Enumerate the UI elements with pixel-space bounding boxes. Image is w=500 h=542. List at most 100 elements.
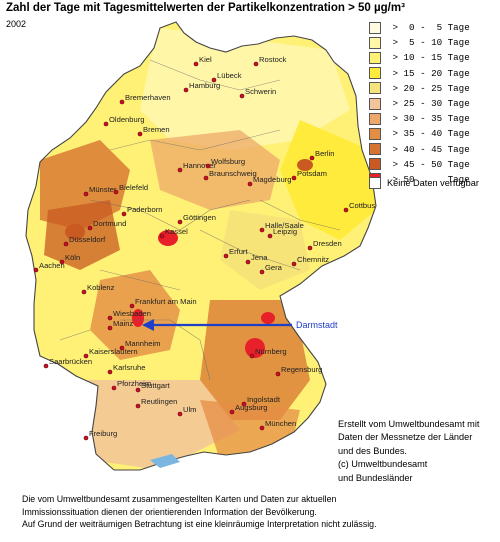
darmstadt-label: Darmstadt bbox=[296, 320, 338, 330]
city-marker bbox=[137, 131, 143, 137]
city-marker bbox=[239, 93, 245, 99]
city-label: Jena bbox=[251, 253, 268, 262]
city-label: Magdeburg bbox=[253, 175, 291, 184]
city-marker bbox=[275, 371, 281, 377]
disclaimer-line: Auf Grund der weiträumigen Betrachtung i… bbox=[22, 519, 377, 530]
legend-label: > 10 - 15 Tage bbox=[387, 52, 470, 64]
zone-south-pale bbox=[80, 380, 240, 470]
city-marker bbox=[63, 241, 69, 247]
no-data-label: Keine Daten verfügbar bbox=[387, 178, 479, 188]
city-marker bbox=[223, 253, 229, 259]
city-marker bbox=[291, 261, 297, 267]
disclaimer-line: Immissionssituation dienen der orientier… bbox=[22, 506, 317, 517]
city-label: Düsseldorf bbox=[69, 235, 106, 244]
credit-text: Erstellt vom Umweltbundesamt mit Daten d… bbox=[338, 418, 479, 485]
city-label: Karlsruhe bbox=[113, 363, 146, 372]
city-marker bbox=[249, 353, 255, 359]
city-marker bbox=[259, 227, 265, 233]
city-marker bbox=[135, 403, 141, 409]
city-label: Regensburg bbox=[281, 365, 322, 374]
legend-label: > 25 - 30 Tage bbox=[387, 98, 470, 110]
legend-label: > 40 - 45 Tage bbox=[387, 143, 470, 155]
city-marker bbox=[159, 233, 165, 239]
city-marker bbox=[259, 425, 265, 431]
city-label: Berlin bbox=[315, 149, 334, 158]
city-marker bbox=[307, 245, 313, 251]
city-label: Schwerin bbox=[245, 87, 276, 96]
city-marker bbox=[309, 155, 315, 161]
map-year: 2002 bbox=[6, 19, 27, 29]
city-marker bbox=[259, 269, 265, 275]
credit-line: und des Bundes. bbox=[338, 445, 407, 456]
city-marker bbox=[59, 259, 65, 265]
city-label: Bremerhaven bbox=[125, 93, 171, 102]
city-label: Wiesbaden bbox=[113, 309, 151, 318]
city-marker bbox=[111, 385, 117, 391]
legend-row: > 40 - 45 Tage bbox=[369, 142, 497, 157]
legend-swatch bbox=[369, 51, 381, 64]
city-marker bbox=[205, 163, 211, 169]
legend-row: > 5 - 10 Tage bbox=[369, 35, 497, 50]
disclaimer-line: Die vom Umweltbundesamt zusammengestellt… bbox=[22, 494, 337, 504]
legend-label: > 50 Tage bbox=[387, 173, 470, 185]
city-label: Koblenz bbox=[87, 283, 115, 292]
legend-no-data: Keine Daten verfügbar bbox=[369, 177, 479, 189]
no-data-swatch bbox=[369, 177, 381, 189]
city-label: Dortmund bbox=[93, 219, 126, 228]
city-label: Freiburg bbox=[89, 429, 117, 438]
legend-row: > 30 - 35 Tage bbox=[369, 111, 497, 126]
city-label: Oldenburg bbox=[109, 115, 144, 124]
city-label: Chemnitz bbox=[297, 255, 329, 264]
city-label: Paderborn bbox=[127, 205, 162, 214]
city-marker bbox=[103, 121, 109, 127]
disclaimer: Die vom Umweltbundesamt zusammengestellt… bbox=[22, 493, 377, 531]
city-marker bbox=[253, 61, 259, 67]
legend-swatch bbox=[369, 67, 381, 80]
city-label: Münster bbox=[89, 185, 117, 194]
city-marker bbox=[245, 259, 251, 265]
legend-label: > 30 - 35 Tage bbox=[387, 113, 470, 125]
city-marker bbox=[43, 363, 49, 369]
legend-row: > 25 - 30 Tage bbox=[369, 96, 497, 111]
city-label: Reutlingen bbox=[141, 397, 177, 406]
legend-swatch bbox=[369, 112, 381, 125]
city-label: Rostock bbox=[259, 55, 287, 64]
city-marker bbox=[129, 303, 135, 309]
city-marker bbox=[107, 369, 113, 375]
city-marker bbox=[203, 175, 209, 181]
legend-label: > 35 - 40 Tage bbox=[387, 128, 470, 140]
legend-row: > 0 - 5 Tage bbox=[369, 20, 497, 35]
city-marker bbox=[229, 409, 235, 415]
hotspot-berlin bbox=[297, 159, 313, 171]
city-marker bbox=[119, 99, 125, 105]
legend-row: > 35 - 40 Tage bbox=[369, 126, 497, 141]
city-label: Augsburg bbox=[235, 403, 268, 412]
credit-line: und Bundesländer bbox=[338, 472, 413, 483]
city-label: Gera bbox=[265, 263, 283, 272]
city-marker bbox=[193, 61, 199, 67]
legend-label: > 15 - 20 Tage bbox=[387, 67, 470, 79]
zone-center-orange bbox=[150, 130, 280, 210]
legend-row: > 45 - 50 Tage bbox=[369, 157, 497, 172]
city-marker bbox=[121, 211, 127, 217]
city-label: Aachen bbox=[39, 261, 65, 270]
legend-label: > 20 - 25 Tage bbox=[387, 82, 470, 94]
zone-east-yellow bbox=[280, 120, 376, 240]
city-marker bbox=[211, 77, 217, 83]
hotspot-nuernberg bbox=[245, 338, 265, 358]
city-marker bbox=[107, 315, 113, 321]
city-label: Nürnberg bbox=[255, 347, 287, 356]
city-label: Kaiserslautern bbox=[89, 347, 138, 356]
city-label: Ulm bbox=[183, 405, 197, 414]
hotspot-frankfurt bbox=[132, 309, 144, 327]
city-label: Erfurt bbox=[229, 247, 248, 256]
city-label: Wolfsburg bbox=[211, 157, 245, 166]
city-label: Lübeck bbox=[217, 71, 242, 80]
city-marker bbox=[183, 87, 189, 93]
legend-swatch bbox=[369, 127, 381, 140]
city-label: Köln bbox=[65, 253, 80, 262]
lake-constance bbox=[150, 454, 180, 468]
city-label: Bielefeld bbox=[119, 183, 148, 192]
legend-swatch bbox=[369, 82, 381, 95]
